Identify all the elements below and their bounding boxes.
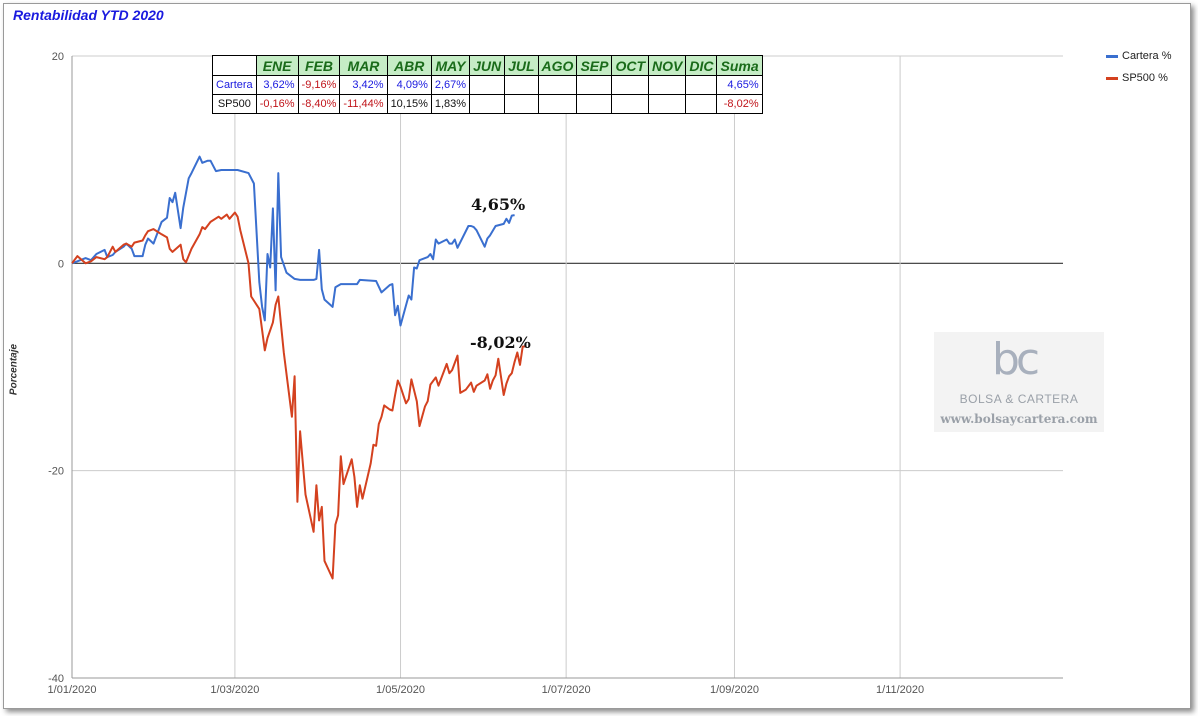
table-header-cell: AGO <box>537 55 578 76</box>
watermark: bc BOLSA & CARTERA www.bolsaycartera.com <box>934 332 1104 432</box>
series-line-cartera <box>71 155 515 327</box>
table-row: Cartera 3,62% -9,16% 3,42% 4,09% 2,67% 4,65% <box>212 75 763 95</box>
table-cell <box>648 94 687 114</box>
table-header-row: ENE FEB MAR ABR MAY JUN JUL AGO SEP OCT NOV DIC Suma <box>212 55 763 76</box>
legend-label: Cartera % <box>1122 50 1172 62</box>
table-row-label: Cartera <box>212 75 257 95</box>
table-header-cell: Suma <box>716 55 763 76</box>
table-cell <box>685 75 718 95</box>
series-line-sp500 <box>71 211 526 580</box>
y-tick-label: 0 <box>58 258 64 270</box>
table-header-cell: MAY <box>430 55 471 76</box>
table-cell <box>469 94 506 114</box>
watermark-name: BOLSA & CARTERA <box>959 392 1079 406</box>
x-tick-label: 1/01/2020 <box>48 684 97 696</box>
table-cell: -9,16% <box>297 75 341 95</box>
x-tick-label: 1/09/2020 <box>710 684 759 696</box>
table-header-cell: JUL <box>504 55 539 76</box>
table-header-cell: ABR <box>386 55 432 76</box>
table-header-cell: NOV <box>648 55 687 76</box>
table-corner-cell <box>212 55 257 76</box>
table-cell <box>469 75 506 95</box>
table-cell <box>576 75 613 95</box>
table-cell: 3,62% <box>255 75 299 95</box>
table-cell: -0,16% <box>255 94 299 114</box>
table-header-cell: OCT <box>611 55 650 76</box>
legend-swatch <box>1106 76 1118 80</box>
table-cell <box>537 75 578 95</box>
legend-swatch <box>1106 54 1118 58</box>
table-row-label: SP500 <box>212 94 257 114</box>
table-cell: 4,65% <box>716 75 763 95</box>
table-header-cell: SEP <box>576 55 613 76</box>
cartera-end-label: 4,65% <box>471 195 526 214</box>
legend-item-cartera[interactable]: Cartera % <box>1106 50 1172 62</box>
table-header-cell: DIC <box>685 55 718 76</box>
y-tick-label: 20 <box>52 51 64 63</box>
x-tick-label: 1/11/2020 <box>876 684 924 696</box>
table-header-cell: JUN <box>469 55 506 76</box>
table-cell <box>685 94 718 114</box>
watermark-url: www.bolsaycartera.com <box>940 412 1098 426</box>
table-header-cell: FEB <box>297 55 341 76</box>
table-cell: 2,67% <box>430 75 471 95</box>
y-tick-label: -20 <box>48 466 64 478</box>
table-cell: -8,40% <box>297 94 341 114</box>
axis-layer: 20 0 -20 -401/01/2020 1/03/2020 1/05/2020 1/07… <box>48 51 1063 696</box>
table-cell <box>504 94 539 114</box>
table-header-cell: MAR <box>339 55 388 76</box>
y-axis-label: Porcentaje <box>8 343 20 396</box>
table-cell: -11,44% <box>339 94 388 114</box>
chart-title: Rentabilidad YTD 2020 <box>13 7 164 23</box>
table-header-cell: ENE <box>255 55 299 76</box>
watermark-logo: bc <box>992 334 1040 385</box>
series-layer <box>71 155 526 580</box>
table-cell <box>648 75 687 95</box>
table-cell <box>504 75 539 95</box>
table-cell: 1,83% <box>430 94 471 114</box>
sp500-end-label: -8,02% <box>470 333 531 352</box>
legend-label: SP500 % <box>1122 72 1168 84</box>
monthly-returns-table: ENE FEB MAR ABR MAY JUN JUL AGO SEP OCT NOV DIC Suma… <box>212 55 763 114</box>
table-cell: -8,02% <box>716 94 763 114</box>
table-cell <box>576 94 613 114</box>
table-cell <box>611 94 650 114</box>
table-cell <box>537 94 578 114</box>
x-tick-label: 1/05/2020 <box>376 684 425 696</box>
legend-item-sp500[interactable]: SP500 % <box>1106 72 1168 84</box>
x-tick-label: 1/07/2020 <box>542 684 591 696</box>
x-tick-label: 1/03/2020 <box>210 684 259 696</box>
table-cell: 10,15% <box>386 94 432 114</box>
table-row: SP500 -0,16% -8,40% -11,44% 10,15% 1,83% -8,02… <box>212 94 763 114</box>
table-cell: 3,42% <box>339 75 388 95</box>
table-cell <box>611 75 650 95</box>
y-tick-label: -40 <box>48 673 64 685</box>
table-cell: 4,09% <box>386 75 432 95</box>
grid-layer <box>71 55 1063 679</box>
